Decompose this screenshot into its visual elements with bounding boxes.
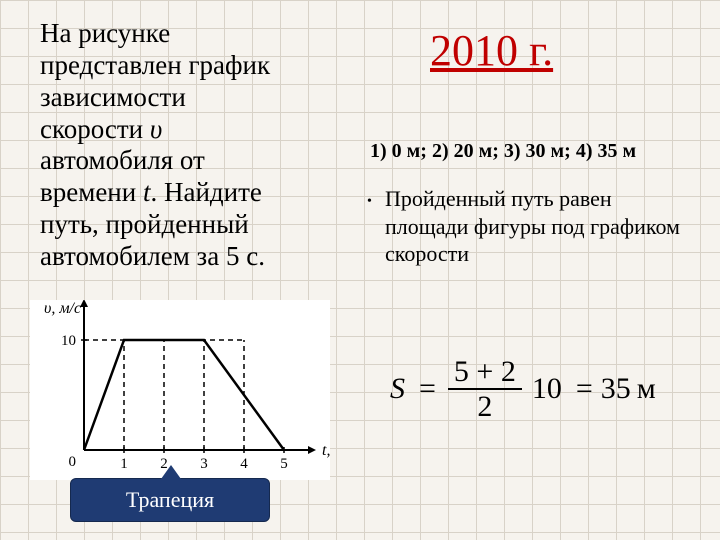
problem-statement: На рисунке представлен график зависимост… bbox=[40, 18, 350, 273]
formula: S = 5 + 2 2 10 = 35 м bbox=[390, 355, 656, 423]
formula-eq1: = bbox=[419, 372, 436, 406]
year-heading: 2010 г. bbox=[430, 25, 553, 76]
callout-trapezoid: Трапеция bbox=[70, 478, 270, 522]
formula-s: S bbox=[390, 372, 405, 406]
bullet-icon: • bbox=[367, 193, 372, 211]
explanation-body: Пройденный путь равен площади фигуры под… bbox=[385, 186, 680, 266]
svg-text:3: 3 bbox=[200, 456, 208, 472]
svg-text:t, с: t, с bbox=[322, 442, 330, 459]
line6b: . Найдите bbox=[150, 177, 261, 207]
svg-text:4: 4 bbox=[240, 456, 248, 472]
var-v: υ bbox=[150, 114, 162, 144]
line2: представлен график bbox=[40, 50, 270, 80]
formula-eq2: = bbox=[576, 372, 593, 406]
formula-fraction: 5 + 2 2 bbox=[448, 355, 522, 423]
formula-num: 5 + 2 bbox=[448, 355, 522, 390]
svg-text:0: 0 bbox=[69, 454, 77, 470]
svg-text:5: 5 bbox=[280, 456, 288, 472]
line1: На рисунке bbox=[40, 18, 170, 48]
line8: автомобилем за 5 с. bbox=[40, 241, 265, 271]
svg-text:10: 10 bbox=[61, 333, 76, 349]
callout-label: Трапеция bbox=[126, 487, 214, 513]
svg-text:1: 1 bbox=[120, 456, 128, 472]
formula-unit: м bbox=[637, 372, 656, 406]
formula-den: 2 bbox=[471, 390, 498, 423]
formula-result: 35 bbox=[601, 372, 631, 406]
line7: путь, пройденный bbox=[40, 209, 249, 239]
velocity-chart: 12345100t, сυ, м/с bbox=[30, 300, 330, 480]
line3: зависимости bbox=[40, 82, 186, 112]
line4a: скорости bbox=[40, 114, 150, 144]
svg-text:υ, м/с: υ, м/с bbox=[44, 300, 81, 317]
answer-options: 1) 0 м; 2) 20 м; 3) 30 м; 4) 35 м bbox=[370, 140, 636, 163]
explanation-text: • Пройденный путь равен площади фигуры п… bbox=[385, 185, 695, 268]
formula-ten: 10 bbox=[532, 372, 562, 406]
line6a: времени bbox=[40, 177, 143, 207]
slide-content: На рисунке представлен график зависимост… bbox=[0, 0, 720, 540]
line5: автомобиля от bbox=[40, 145, 205, 175]
chart-svg: 12345100t, сυ, м/с bbox=[30, 300, 330, 480]
